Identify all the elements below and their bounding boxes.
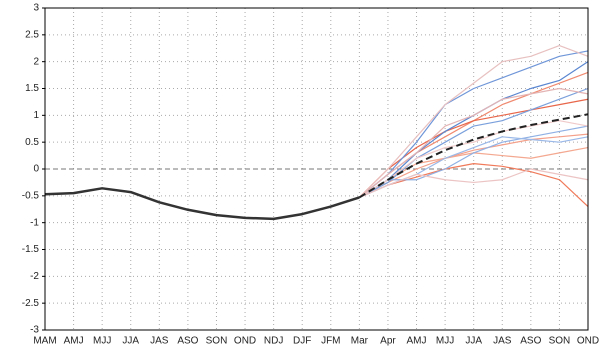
x-tick-label: OND <box>577 336 599 347</box>
series-line <box>359 133 589 198</box>
plot-frame <box>44 7 589 331</box>
x-tick-label: AMJ <box>64 336 84 347</box>
y-tick-label: -1.5 <box>22 244 40 255</box>
x-tick-label: JAS <box>493 336 512 347</box>
series-line <box>358 44 589 198</box>
x-tick-label: SON <box>206 336 228 347</box>
y-tick-label: -2 <box>30 271 39 282</box>
x-tick-label: MAM <box>33 336 56 347</box>
y-tick-label: 1.5 <box>25 83 39 94</box>
y-tick-label: 0 <box>33 164 39 175</box>
y-tick-label: -2.5 <box>22 298 40 309</box>
x-tick-label: Apr <box>380 336 396 347</box>
x-tick-label: MJJ <box>93 336 111 347</box>
series-line <box>358 98 589 198</box>
series-line <box>44 187 360 221</box>
x-tick-label: OND <box>234 336 256 347</box>
x-tick-label: DJF <box>293 336 311 347</box>
y-tick-label: -0.5 <box>22 190 40 201</box>
x-tick-label: JFM <box>321 336 340 347</box>
series-line <box>359 125 589 198</box>
series-line <box>359 168 589 198</box>
y-tick-label: 2.5 <box>25 29 39 40</box>
x-tick-label: NDJ <box>264 336 283 347</box>
series-line <box>358 50 589 198</box>
x-tick-label: JJA <box>465 336 482 347</box>
y-tick-label: -1 <box>30 217 39 228</box>
y-tick-label: 3 <box>33 3 39 14</box>
x-tick-label: AMJ <box>407 336 427 347</box>
x-tick-label: JAS <box>150 336 169 347</box>
x-tick-label: Mar <box>351 336 369 347</box>
x-tick-label: MJJ <box>436 336 454 347</box>
y-tick-label: 0.5 <box>25 137 39 148</box>
y-tick-label: 1 <box>33 110 39 121</box>
series-line <box>359 163 589 208</box>
y-tick-label: 2 <box>33 56 39 67</box>
y-tick-label: -3 <box>30 325 39 336</box>
x-tick-label: ASO <box>177 336 198 347</box>
series-line <box>358 87 589 198</box>
series-line <box>359 120 589 198</box>
x-tick-label: ASO <box>520 336 541 347</box>
x-tick-label: SON <box>549 336 571 347</box>
x-tick-label: JJA <box>122 336 139 347</box>
series-line <box>358 113 589 199</box>
